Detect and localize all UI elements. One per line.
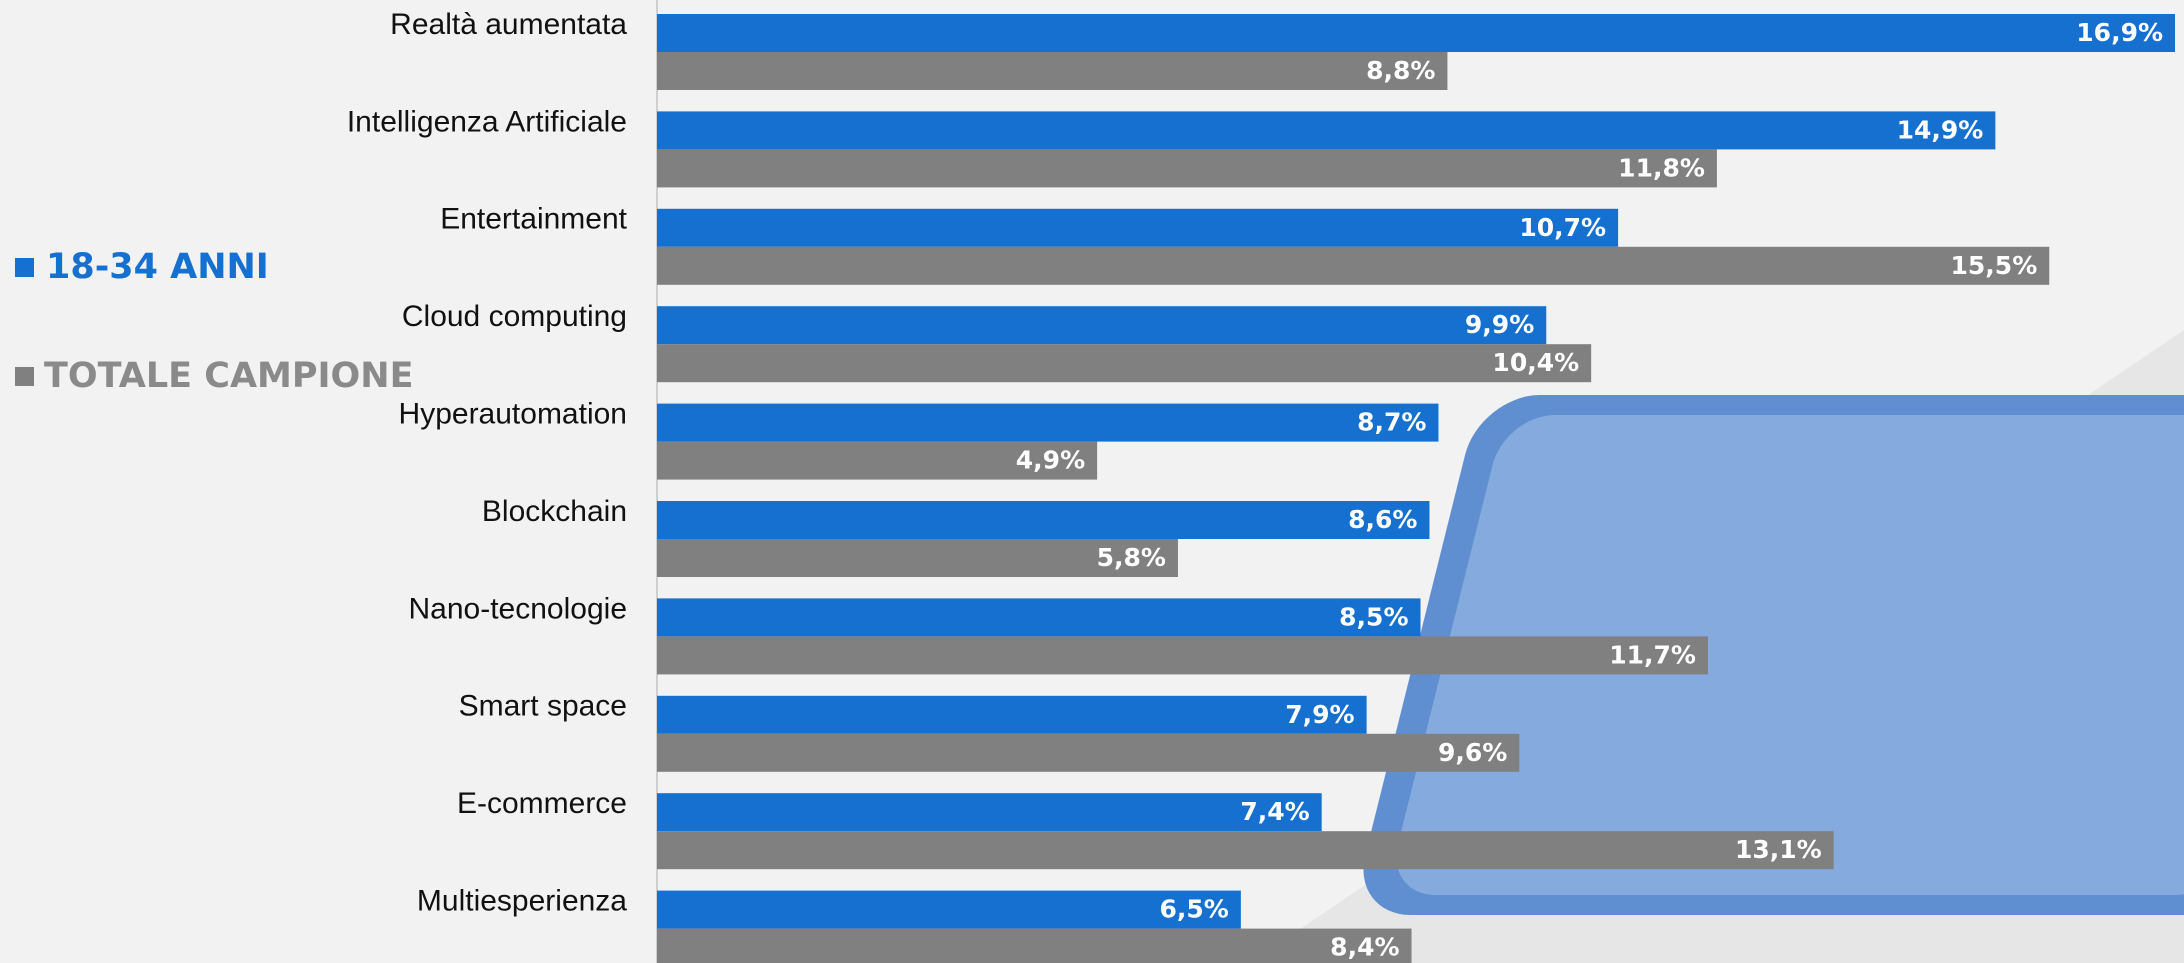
category-label: Multiesperienza (417, 885, 627, 918)
bar (657, 636, 1708, 675)
bar (657, 539, 1178, 577)
bar (657, 890, 1241, 929)
bar (657, 149, 1717, 188)
value-label: 11,8% (1618, 153, 1705, 182)
value-label: 6,5% (1160, 895, 1229, 924)
category-label: Nano-tecnologie (409, 592, 627, 625)
bar (657, 928, 1412, 963)
value-label: 8,4% (1330, 933, 1399, 962)
category-label: Smart space (459, 690, 627, 723)
value-label: 9,6% (1438, 738, 1507, 767)
value-label: 7,4% (1240, 797, 1309, 826)
category-label: Entertainment (440, 203, 627, 236)
bar (657, 598, 1421, 637)
value-label: 16,9% (2076, 18, 2163, 47)
value-label: 10,7% (1519, 213, 1606, 242)
category-label: Realtà aumentata (390, 8, 627, 41)
bar (657, 403, 1439, 442)
bar (657, 14, 2176, 52)
category-label: Blockchain (482, 495, 627, 528)
legend-swatch (15, 367, 34, 386)
value-label: 10,4% (1492, 348, 1579, 377)
value-label: 8,5% (1339, 602, 1408, 631)
bar (657, 831, 1834, 870)
legend-label: 18-34 ANNI (46, 247, 269, 287)
category-label: E-commerce (457, 787, 627, 820)
bar (657, 501, 1430, 539)
bar (657, 441, 1098, 480)
decorative-image (1363, 395, 2184, 915)
value-label: 5,8% (1097, 543, 1166, 572)
bar (657, 344, 1592, 383)
value-label: 11,7% (1609, 640, 1696, 669)
value-label: 9,9% (1465, 310, 1534, 339)
bar (657, 306, 1547, 345)
bar (657, 246, 2050, 285)
category-label: Hyperautomation (399, 398, 627, 431)
value-label: 15,5% (1951, 251, 2038, 280)
category-label: Intelligenza Artificiale (347, 105, 627, 138)
value-label: 8,8% (1366, 56, 1435, 85)
category-label: Cloud computing (402, 300, 627, 333)
value-label: 14,9% (1897, 115, 1984, 144)
bar (657, 793, 1322, 832)
bar (657, 52, 1448, 90)
bar (657, 208, 1619, 247)
value-label: 8,7% (1357, 408, 1426, 437)
value-label: 4,9% (1016, 446, 1085, 475)
value-label: 7,9% (1285, 700, 1354, 729)
value-label: 13,1% (1735, 835, 1822, 864)
legend-swatch (15, 258, 34, 277)
bar (657, 695, 1367, 734)
value-label: 8,6% (1348, 505, 1417, 534)
legend-label: TOTALE CAMPIONE (44, 356, 414, 396)
bar (657, 111, 1996, 150)
bar (657, 733, 1520, 772)
